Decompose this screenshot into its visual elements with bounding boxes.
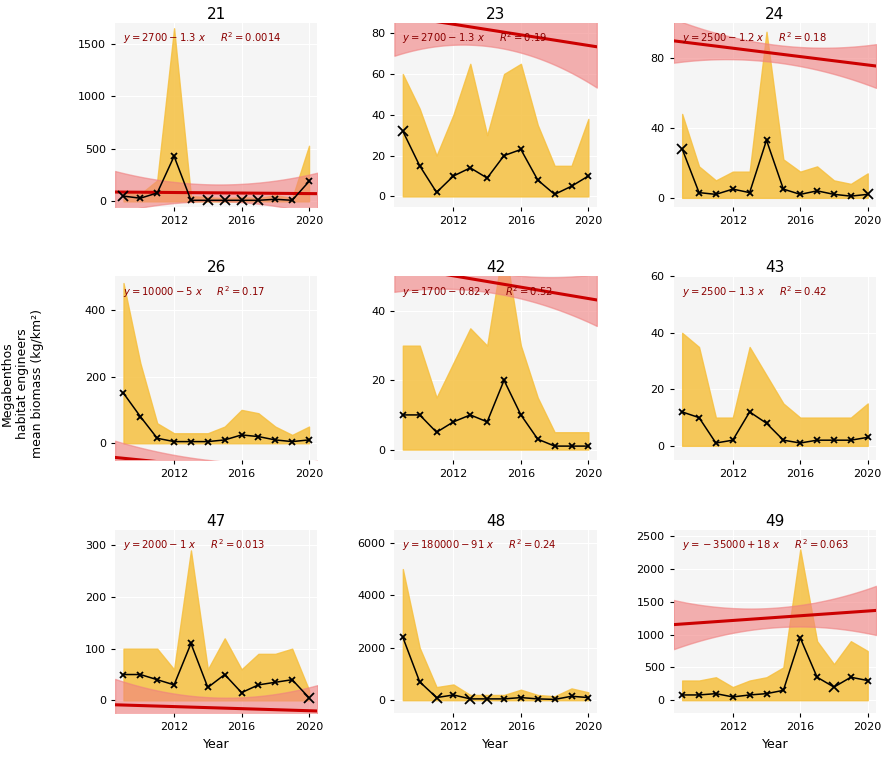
Title: 24: 24 [766,7,785,21]
Title: 23: 23 [486,7,505,21]
Text: $y = 2000-1\ x$     $R^2 = 0.013$: $y = 2000-1\ x$ $R^2 = 0.013$ [123,537,266,553]
Title: 43: 43 [766,260,785,275]
Text: $y = 180000-91\ x$     $R^2 = 0.24$: $y = 180000-91\ x$ $R^2 = 0.24$ [403,537,557,553]
Text: $y = 2700-1.3\ x$     $R^2 = 0.19$: $y = 2700-1.3\ x$ $R^2 = 0.19$ [403,31,548,46]
Title: 48: 48 [486,514,505,528]
Title: 21: 21 [206,7,226,21]
Text: $y = -35000+18\ x$     $R^2 = 0.063$: $y = -35000+18\ x$ $R^2 = 0.063$ [681,537,849,553]
X-axis label: Year: Year [203,738,229,751]
Text: $y = 10000-5\ x$     $R^2 = 0.17$: $y = 10000-5\ x$ $R^2 = 0.17$ [123,284,266,299]
Title: 26: 26 [206,260,226,275]
X-axis label: Year: Year [762,738,789,751]
Text: $y = 2700-1.3\ x$     $R^2 = 0.0014$: $y = 2700-1.3\ x$ $R^2 = 0.0014$ [123,31,281,46]
Text: $y = 2500-1.2\ x$     $R^2 = 0.18$: $y = 2500-1.2\ x$ $R^2 = 0.18$ [681,31,827,46]
Text: $y = 1700-0.82\ x$     $R^2 = 0.52$: $y = 1700-0.82\ x$ $R^2 = 0.52$ [403,284,554,299]
Text: Megabenthos
habitat engineers
mean biomass (kg/km²): Megabenthos habitat engineers mean bioma… [1,309,43,458]
Text: $y = 2500-1.3\ x$     $R^2 = 0.42$: $y = 2500-1.3\ x$ $R^2 = 0.42$ [681,284,827,299]
Title: 42: 42 [486,260,505,275]
X-axis label: Year: Year [482,738,509,751]
Title: 47: 47 [206,514,226,528]
Title: 49: 49 [766,514,785,528]
